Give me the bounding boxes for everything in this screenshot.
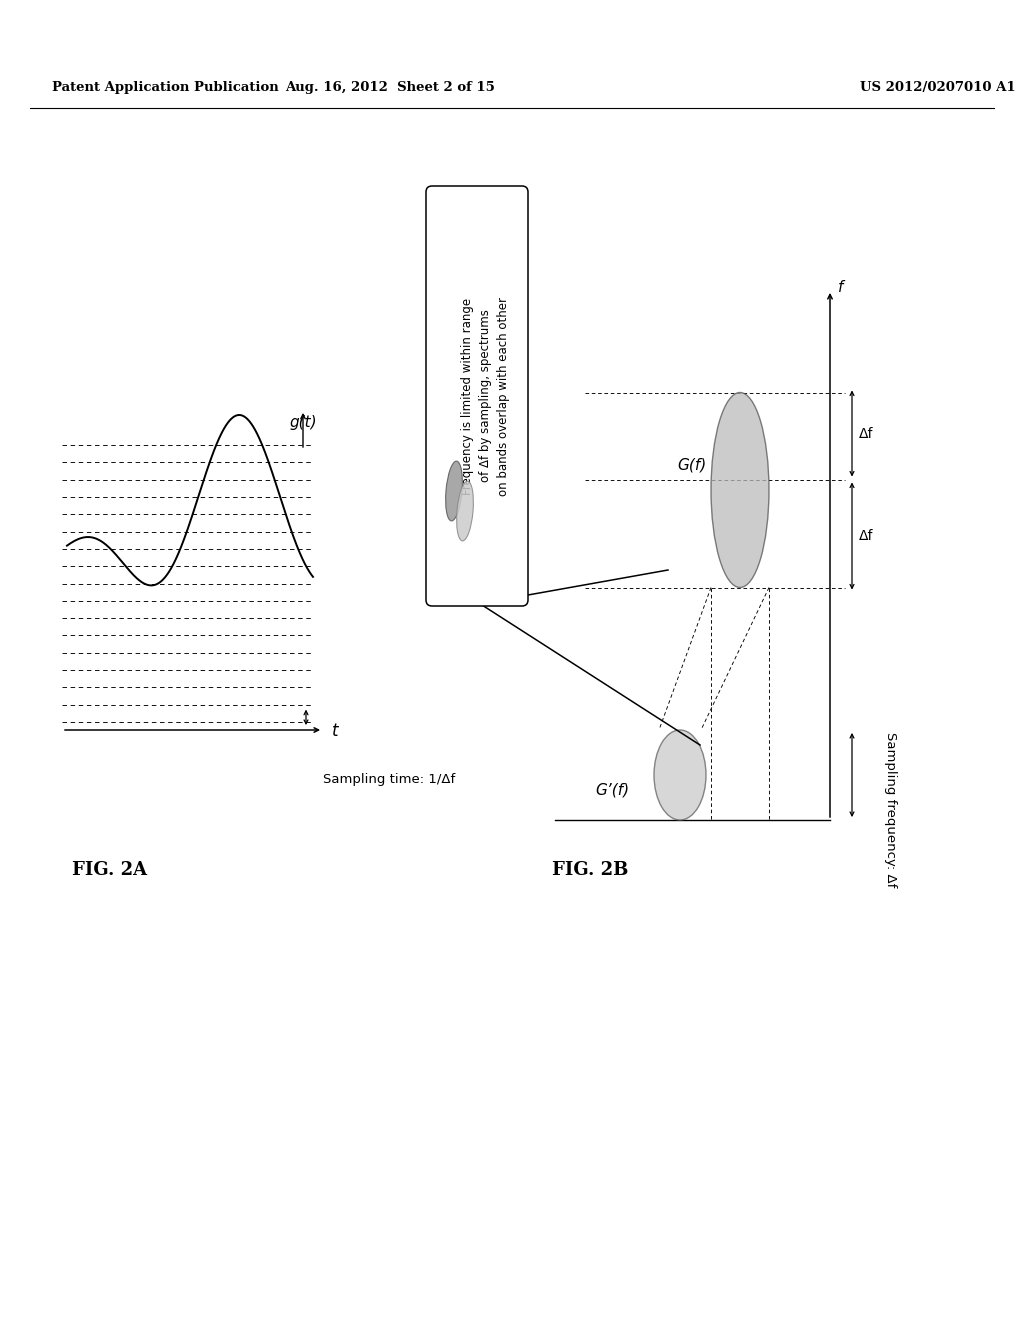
Text: Sampling frequency: Δf: Sampling frequency: Δf [884, 733, 896, 887]
Text: Patent Application Publication: Patent Application Publication [52, 82, 279, 95]
Ellipse shape [711, 392, 769, 587]
Text: Sampling time: 1/Δf: Sampling time: 1/Δf [323, 774, 456, 787]
Text: Aug. 16, 2012  Sheet 2 of 15: Aug. 16, 2012 Sheet 2 of 15 [285, 82, 495, 95]
Text: Δf: Δf [859, 529, 873, 543]
FancyBboxPatch shape [426, 186, 528, 606]
Text: Δf: Δf [859, 426, 873, 441]
Text: FIG. 2A: FIG. 2A [73, 861, 147, 879]
Text: FIG. 2B: FIG. 2B [552, 861, 628, 879]
Ellipse shape [654, 730, 706, 820]
Text: US 2012/0207010 A1: US 2012/0207010 A1 [860, 82, 1016, 95]
Text: G’(f): G’(f) [595, 783, 629, 797]
Ellipse shape [445, 461, 463, 521]
Text: g(t): g(t) [289, 414, 316, 429]
Text: Frequency is limited within range
of Δf by sampling, spectrums
on bands overlap : Frequency is limited within range of Δf … [461, 297, 510, 495]
Text: t: t [332, 722, 339, 741]
Text: f: f [838, 281, 844, 296]
Text: G(f): G(f) [677, 458, 707, 473]
Ellipse shape [457, 480, 473, 541]
